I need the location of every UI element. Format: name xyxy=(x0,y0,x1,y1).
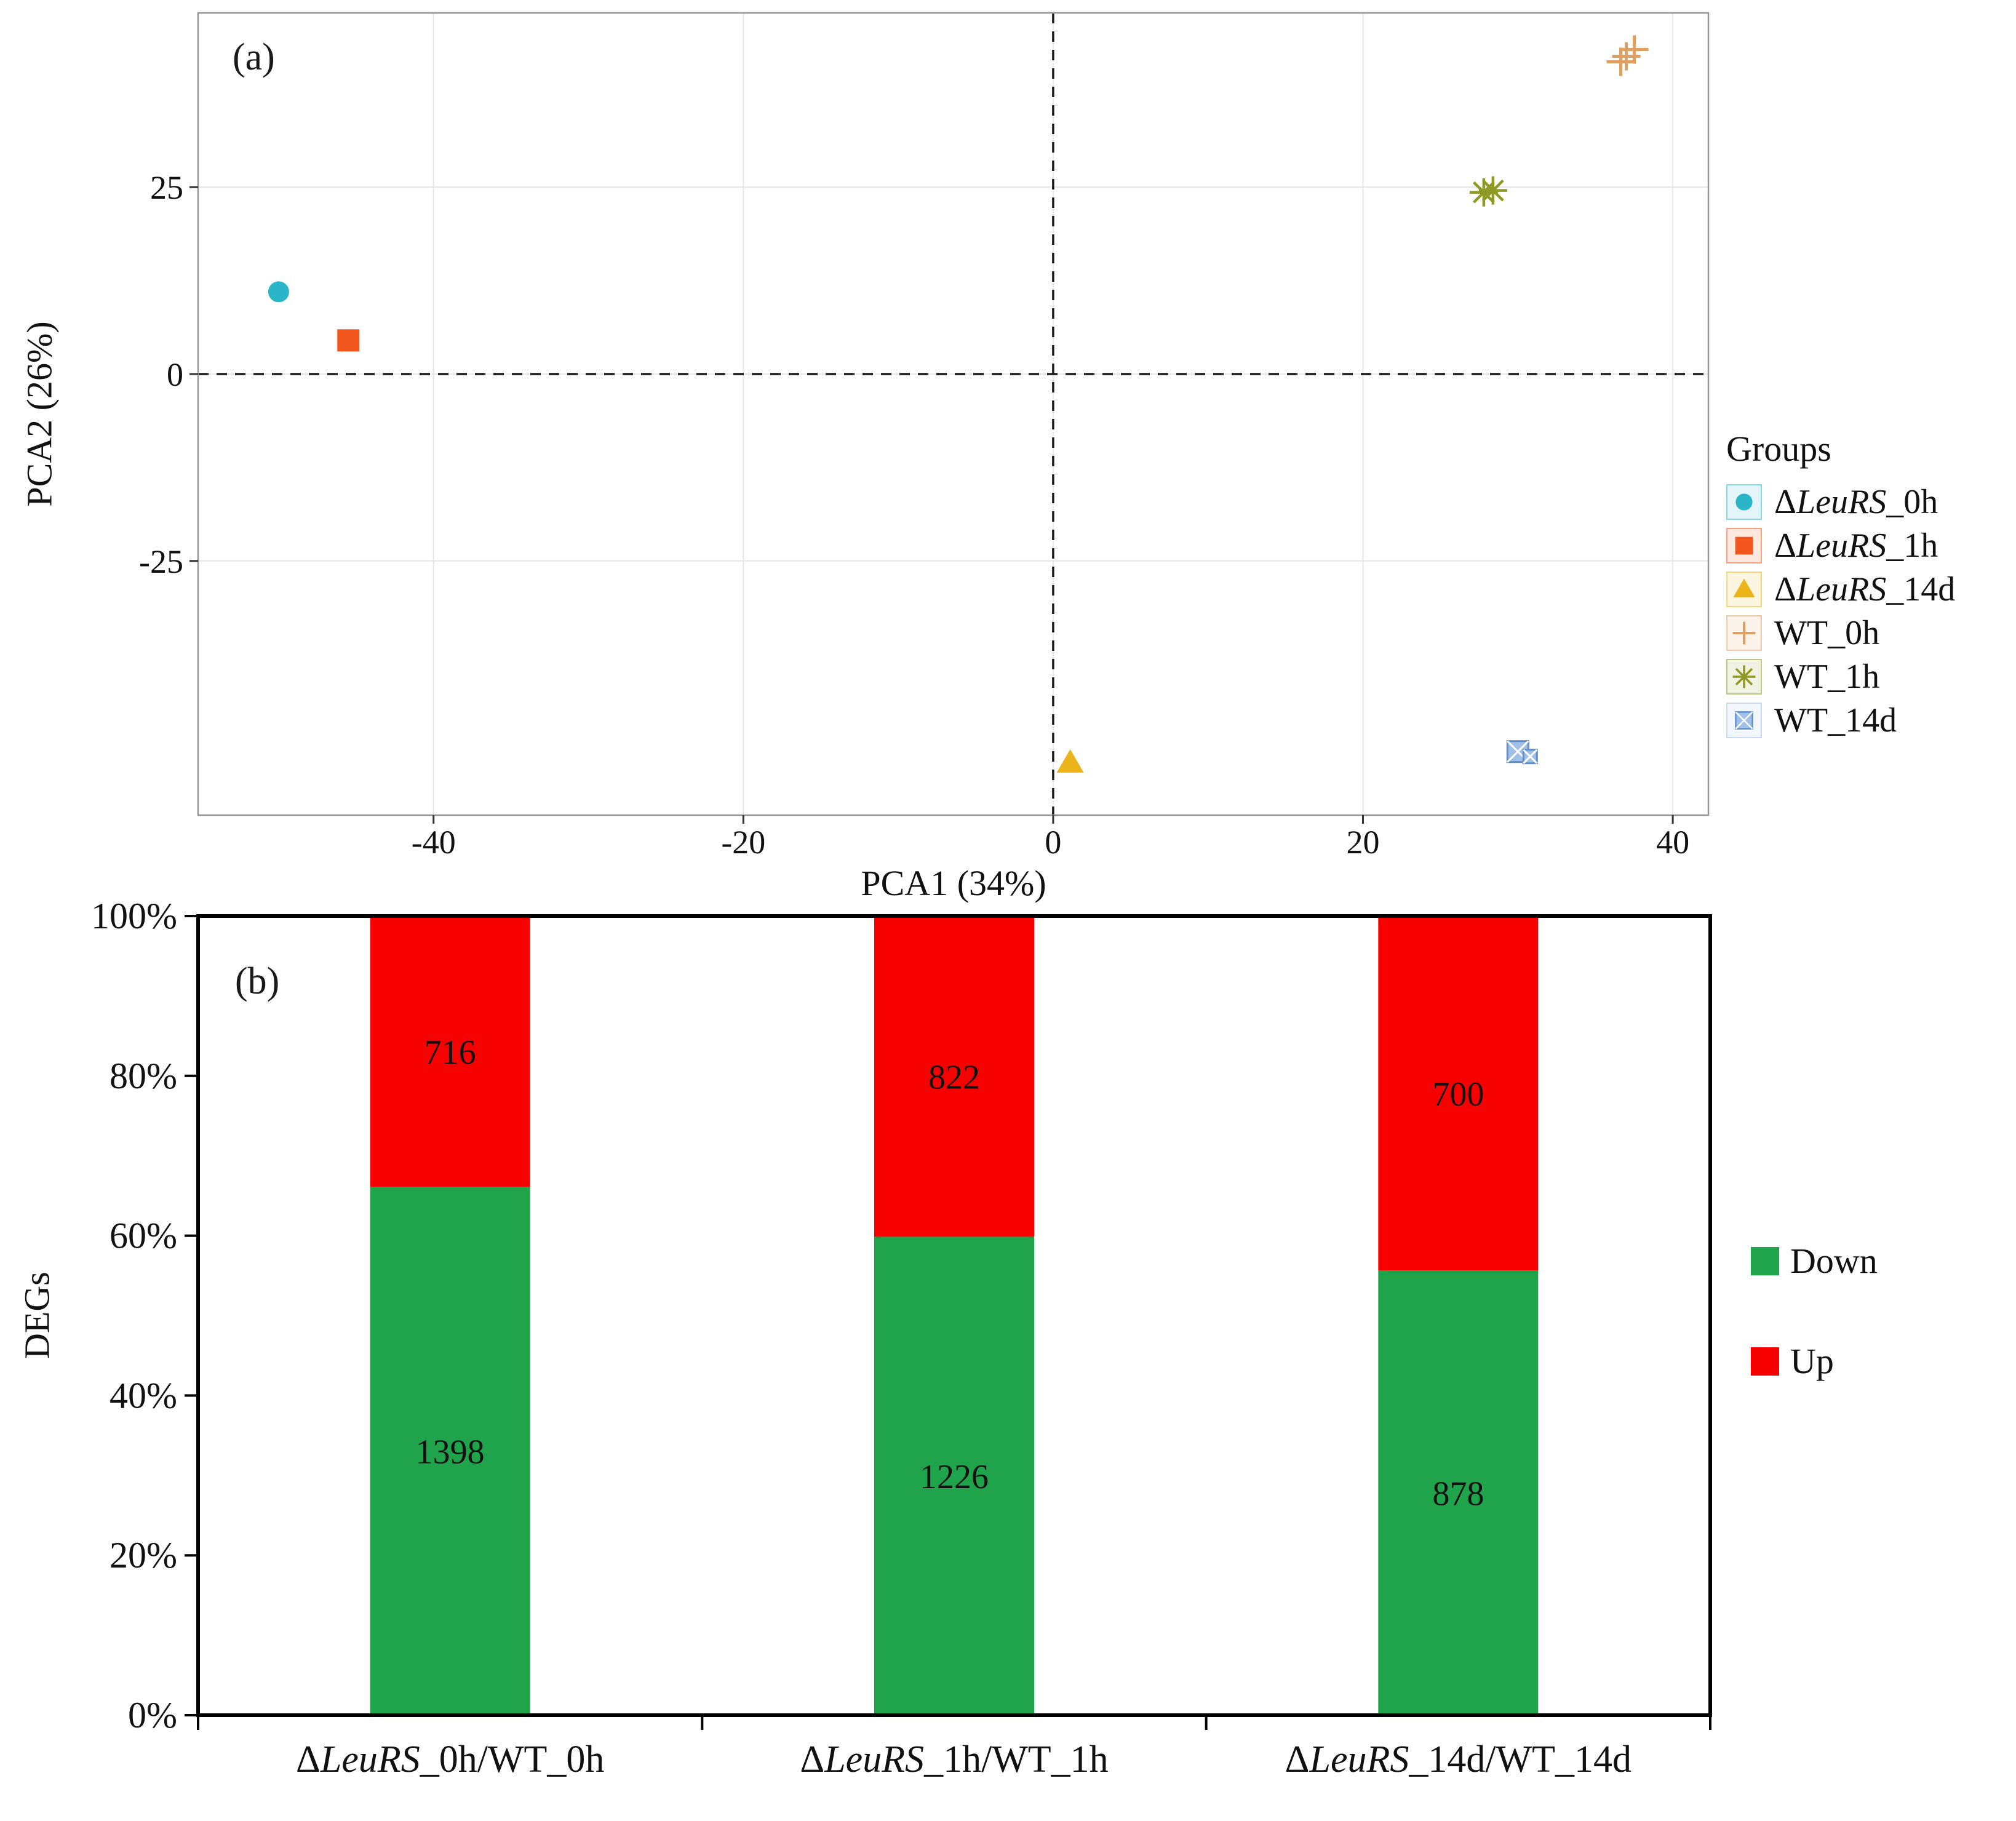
panel-b-label: (b) xyxy=(235,960,280,1002)
legend-label: ΔLeuRS_1h xyxy=(1774,527,1938,565)
bar-segment-Up xyxy=(1378,916,1539,1271)
legend-item-Up: Up xyxy=(1751,1341,1878,1382)
x-tick-label: -20 xyxy=(721,824,765,861)
asterisk-marker xyxy=(1482,179,1504,202)
category-label: ΔLeuRS_14d/WT_14d xyxy=(1285,1739,1632,1780)
pca1-axis-title: PCA1 (34%) xyxy=(861,863,1046,903)
x-tick-label: 20 xyxy=(1346,824,1379,861)
triangle-marker xyxy=(1733,578,1755,597)
bar-ΔLeuRS_14d/WT_14d: 878 700 xyxy=(1378,916,1539,1715)
y-tick-label: -25 xyxy=(139,543,183,580)
scatter-series-ΔLeuRS_14d xyxy=(1056,749,1084,773)
legend-label: WT_0h xyxy=(1774,614,1880,652)
scatter-legend-items: ΔLeuRS_0h ΔLeuRS_1h ΔLeuRS_14d WT_0h WT_1h WT… xyxy=(1726,483,1956,739)
scatter-legend-title: Groups xyxy=(1726,429,1831,469)
circle-marker-icon xyxy=(1726,484,1762,520)
square-x-marker xyxy=(1507,740,1529,763)
square-marker xyxy=(337,329,360,352)
bar-value-Down: 878 xyxy=(1432,1475,1484,1513)
bar-legend: Down Up xyxy=(1751,1240,1878,1441)
legend-item-ΔLeuRS_14d: ΔLeuRS_14d xyxy=(1726,570,1956,608)
triangle-marker xyxy=(1056,749,1084,773)
y-tick-label: 100% xyxy=(91,896,177,936)
degs-axis-title: DEGs xyxy=(17,1272,57,1359)
legend-swatch-Down xyxy=(1751,1246,1779,1275)
bar-value-Up: 822 xyxy=(928,1059,980,1097)
legend-label: ΔLeuRS_0h xyxy=(1774,483,1938,521)
legend-item-ΔLeuRS_0h: ΔLeuRS_0h xyxy=(1726,483,1955,521)
scatter-series-ΔLeuRS_1h xyxy=(337,329,360,352)
legend-label: WT_1h xyxy=(1774,658,1880,696)
plus-marker-icon xyxy=(1726,615,1762,651)
scatter-series-WT_0h xyxy=(1606,35,1649,76)
category-label: ΔLeuRS_1h/WT_1h xyxy=(800,1739,1108,1780)
scatter-legend: Groups ΔLeuRS_0h ΔLeuRS_1h ΔLeuRS_14d WT_0h… xyxy=(1726,428,1955,746)
plot-border xyxy=(197,12,1710,816)
scatter-series-WT_14d xyxy=(1506,740,1538,765)
panel-a-label: (a) xyxy=(233,36,275,78)
legend-label: Down xyxy=(1790,1241,1878,1281)
bar-value-Up: 700 xyxy=(1432,1075,1484,1114)
legend-item-WT_1h: WT_1h xyxy=(1726,658,1955,696)
legend-key-box xyxy=(1726,615,1762,651)
scatter-series-ΔLeuRS_0h xyxy=(268,281,289,303)
pca-scatter-plot: -40 -20 0 20 40 -25 0 25 xyxy=(139,12,1710,861)
deg-bar-chart: 1398 716 ΔLeuRS_0h/WT_0h 1226 822 ΔLeuRS_1h/W… xyxy=(91,896,1712,1780)
legend-label: WT_14d xyxy=(1774,701,1897,739)
asterisk-marker-icon xyxy=(1726,659,1762,695)
scatter-series-WT_1h xyxy=(1469,176,1507,207)
y-tick-label: 80% xyxy=(110,1056,177,1096)
legend-item-WT_14d: WT_14d xyxy=(1726,701,1955,739)
legend-item-ΔLeuRS_1h: ΔLeuRS_1h xyxy=(1726,527,1955,565)
bar-segment-Down xyxy=(1378,1270,1539,1715)
square-x-marker xyxy=(1735,711,1753,730)
circle-marker xyxy=(268,281,289,303)
bar-value-Down: 1226 xyxy=(920,1458,989,1496)
plot-background xyxy=(198,13,1708,815)
category-label: ΔLeuRS_0h/WT_0h xyxy=(296,1739,604,1780)
bar-ΔLeuRS_1h/WT_1h: 1226 822 xyxy=(874,916,1034,1715)
bar-segment-Down xyxy=(370,1186,530,1715)
square-marker xyxy=(1735,536,1753,555)
pca2-axis-title: PCA2 (26%) xyxy=(19,321,60,507)
square-x-marker xyxy=(1523,749,1538,764)
bar-segment-Down xyxy=(874,1237,1034,1715)
legend-item-WT_0h: WT_0h xyxy=(1726,614,1955,652)
bar-value-Down: 1398 xyxy=(416,1433,485,1471)
asterisk-marker xyxy=(1735,667,1753,686)
bar-value-Up: 716 xyxy=(424,1034,476,1072)
bar-ΔLeuRS_0h/WT_0h: 1398 716 xyxy=(370,916,530,1715)
bar-segment-Up xyxy=(370,916,530,1187)
y-tick-label: 40% xyxy=(110,1375,177,1416)
legend-label: ΔLeuRS_14d xyxy=(1774,570,1956,608)
y-tick-label: 20% xyxy=(110,1535,177,1576)
circle-marker xyxy=(1735,493,1753,511)
triangle-marker-icon xyxy=(1726,572,1762,607)
y-tick-label: 60% xyxy=(110,1216,177,1256)
plot-border xyxy=(196,914,1712,1717)
x-tick-label: 40 xyxy=(1656,824,1689,861)
x-tick-label: -40 xyxy=(412,824,456,861)
legend-item-Down: Down xyxy=(1751,1240,1878,1281)
y-tick-label: 25 xyxy=(150,169,183,206)
y-tick-label: 0 xyxy=(167,356,183,393)
legend-label: Up xyxy=(1790,1341,1834,1381)
asterisk-marker xyxy=(1473,181,1495,204)
legend-swatch-Up xyxy=(1751,1347,1779,1376)
x-tick-label: 0 xyxy=(1045,824,1061,861)
square-marker-icon xyxy=(1726,528,1762,564)
y-tick-label: 0% xyxy=(128,1695,177,1735)
square-x-marker-icon xyxy=(1726,703,1762,738)
bar-segment-Up xyxy=(874,916,1034,1237)
